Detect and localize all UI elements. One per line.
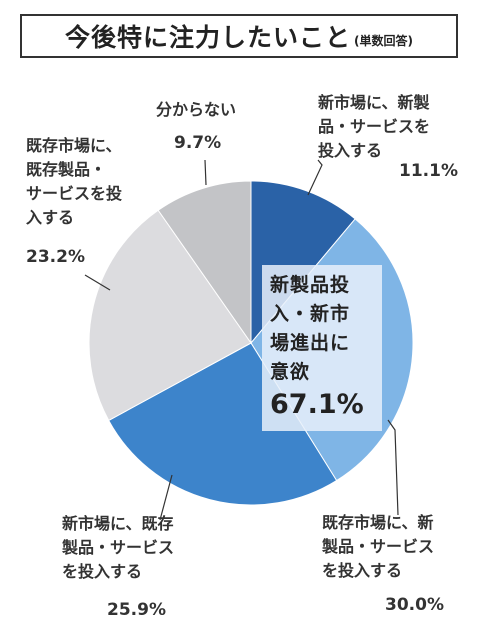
slice-label-line: 製品・サービス (62, 538, 175, 557)
slice-label-existing-market-existing-product: 既存市場に、 既存製品・ サービスを投 入する (26, 134, 122, 230)
slice-label-line: を投入する (322, 561, 403, 580)
slice-dont-know (157, 180, 252, 345)
slice-value-existing-market-new-product: 30.0% (385, 595, 444, 615)
chart-subtitle: (単数回答) (354, 33, 413, 48)
slice-label-dont-know: 分からない (156, 98, 236, 122)
slice-value-new-market-existing-product: 25.9% (107, 600, 166, 620)
callout-line: 場進出に (270, 332, 351, 354)
slice-label-new-market-new-product: 新市場に、新製 品・サービスを 投入する (318, 91, 430, 163)
slice-label-new-market-existing-product: 新市場に、既存 製品・サービス を投入する (62, 512, 174, 584)
slice-value-existing-market-existing-product: 23.2% (26, 247, 85, 267)
callout-line: 入・新市 (270, 303, 351, 325)
slice-label-line: 既存製品・ (26, 160, 107, 179)
slice-label-line: 新市場に、既存 (62, 514, 174, 533)
slice-label-line: 入する (26, 208, 75, 227)
slice-existing-market-existing-product (88, 209, 252, 422)
callout-line: 意欲 (270, 361, 311, 383)
slice-value-dont-know: 9.7% (174, 133, 222, 153)
slice-label-line: サービスを投 (26, 184, 123, 203)
slice-label-existing-market-new-product: 既存市場に、新 製品・サービス を投入する (322, 511, 434, 583)
leader-line (159, 474, 173, 521)
slice-label-line: 分からない (156, 100, 237, 119)
callout-line: 新製品投 (270, 274, 351, 296)
chart-title-box: 今後特に注力したいこと (単数回答) (20, 14, 458, 58)
chart-title: 今後特に注力したいこと (65, 23, 352, 52)
callout-value: 67.1% (270, 389, 364, 420)
slice-label-line: 投入する (318, 141, 383, 160)
leader-line (84, 274, 111, 291)
leader-line (387, 419, 399, 516)
slice-label-line: 製品・サービス (322, 537, 435, 556)
slice-label-line: 既存市場に、 (26, 136, 122, 155)
slice-label-line: 品・サービスを (318, 117, 431, 136)
slice-label-line: 既存市場に、新 (322, 513, 434, 532)
leader-line (307, 159, 323, 196)
slice-value-new-market-new-product: 11.1% (399, 161, 458, 181)
leader-line (204, 159, 207, 186)
slice-label-line: 新市場に、新製 (318, 93, 430, 112)
slice-new-market-existing-product (108, 342, 338, 506)
summary-callout: 新製品投 入・新市 場進出に 意欲 67.1% (262, 265, 382, 431)
slice-label-line: を投入する (62, 562, 143, 581)
